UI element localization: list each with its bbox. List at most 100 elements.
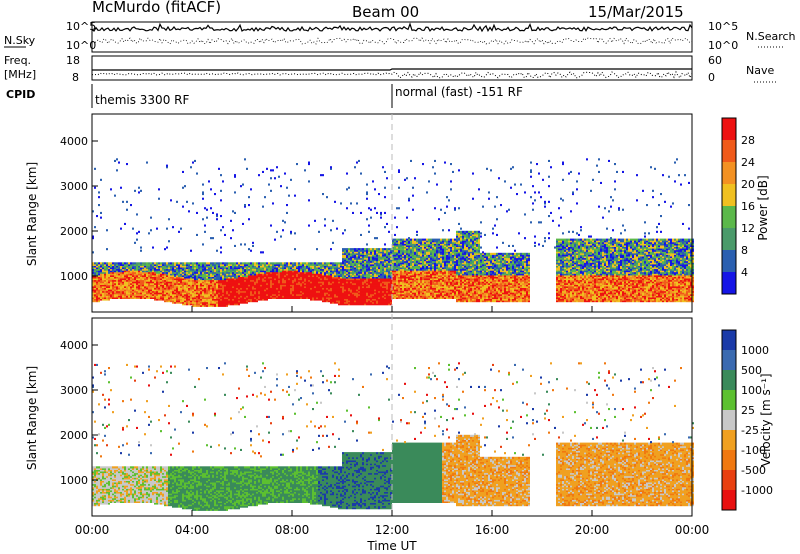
heatmap-cell (156, 268, 158, 271)
heatmap-cell (206, 263, 208, 266)
heatmap-cell (120, 279, 122, 282)
heatmap-cell (298, 263, 300, 266)
heatmap-cell (108, 273, 110, 276)
heatmap-cell (270, 296, 272, 299)
heatmap-cell (210, 278, 212, 281)
heatmap-cell (346, 262, 348, 265)
heatmap-cell (250, 296, 252, 299)
heatmap-cell (384, 284, 386, 287)
heatmap-cell (96, 265, 98, 268)
heatmap-cell (376, 274, 378, 277)
heatmap-cell (178, 281, 180, 284)
heatmap-cell (392, 259, 394, 262)
heatmap-cell (182, 279, 184, 282)
heatmap-cell (244, 293, 246, 296)
heatmap-cell (332, 276, 334, 279)
heatmap-cell (370, 271, 372, 274)
heatmap-cell (194, 270, 196, 273)
heatmap-cell (264, 273, 266, 276)
heatmap-cell (376, 276, 378, 279)
heatmap-cell (388, 249, 390, 252)
heatmap-cell (258, 174, 260, 177)
heatmap-cell (116, 289, 118, 292)
heatmap-cell (348, 284, 350, 287)
heatmap-cell (368, 262, 370, 265)
heatmap-cell (290, 267, 292, 270)
heatmap-cell (184, 276, 186, 279)
heatmap-cell (380, 300, 382, 303)
heatmap-cell (390, 290, 392, 293)
heatmap-cell (388, 300, 390, 303)
heatmap-cell (262, 289, 264, 292)
heatmap-cell (216, 265, 218, 268)
heatmap-cell (288, 285, 290, 288)
heatmap-cell (212, 300, 214, 303)
heatmap-cell (256, 296, 258, 299)
heatmap-cell (244, 262, 246, 265)
heatmap-cell (384, 254, 386, 257)
heatmap-cell (260, 274, 262, 277)
heatmap-cell (212, 273, 214, 276)
heatmap-cell (262, 262, 264, 265)
heatmap-cell (300, 270, 302, 273)
heatmap-cell (240, 278, 242, 281)
heatmap-cell (360, 256, 362, 259)
heatmap-cell (406, 281, 408, 284)
heatmap-cell (376, 265, 378, 268)
heatmap-cell (158, 273, 160, 276)
heatmap-cell (314, 276, 316, 279)
heatmap-cell (388, 285, 390, 288)
heatmap-cell (354, 279, 356, 282)
heatmap-cell (372, 249, 374, 252)
heatmap-cell (214, 281, 216, 284)
heatmap-cell (368, 281, 370, 284)
heatmap-cell (288, 279, 290, 282)
heatmap-cell (170, 290, 172, 293)
heatmap-cell (166, 287, 168, 290)
heatmap-cell (186, 295, 188, 298)
heatmap-cell (222, 276, 224, 279)
heatmap-cell (374, 274, 376, 277)
heatmap-cell (172, 268, 174, 271)
heatmap-cell (378, 285, 380, 288)
heatmap-cell (252, 281, 254, 284)
heatmap-cell (266, 271, 268, 274)
heatmap-cell (250, 285, 252, 288)
heatmap-cell (272, 270, 274, 273)
heatmap-cell (226, 304, 228, 307)
heatmap-cell (346, 295, 348, 298)
heatmap-cell (354, 267, 356, 270)
heatmap-cell (286, 186, 288, 189)
heatmap-cell (266, 281, 268, 284)
heatmap-cell (278, 289, 280, 292)
heatmap-cell (344, 273, 346, 276)
heatmap-cell (222, 287, 224, 290)
heatmap-cell (266, 287, 268, 290)
heatmap-cell (362, 263, 364, 266)
heatmap-cell (240, 185, 242, 188)
heatmap-cell (128, 287, 130, 290)
heatmap-cell (246, 289, 248, 292)
heatmap-cell (168, 296, 170, 299)
heatmap-cell (370, 274, 372, 277)
heatmap-cell (296, 284, 298, 287)
heatmap-cell (150, 229, 152, 232)
heatmap-cell (296, 290, 298, 293)
heatmap-cell (390, 262, 392, 265)
heatmap-cell (348, 256, 350, 259)
heatmap-cell (130, 282, 132, 285)
heatmap-cell (132, 290, 134, 293)
heatmap-cell (164, 296, 166, 299)
heatmap-cell (344, 284, 346, 287)
heatmap-cell (396, 248, 398, 251)
heatmap-cell (216, 290, 218, 293)
heatmap-cell (260, 251, 262, 254)
heatmap-cell (288, 287, 290, 290)
heatmap-cell (400, 244, 402, 247)
heatmap-cell (208, 273, 210, 276)
heatmap-cell (194, 271, 196, 274)
heatmap-cell (374, 252, 376, 255)
heatmap-cell (408, 293, 410, 296)
heatmap-cell (366, 249, 368, 252)
heatmap-cell (402, 248, 404, 251)
